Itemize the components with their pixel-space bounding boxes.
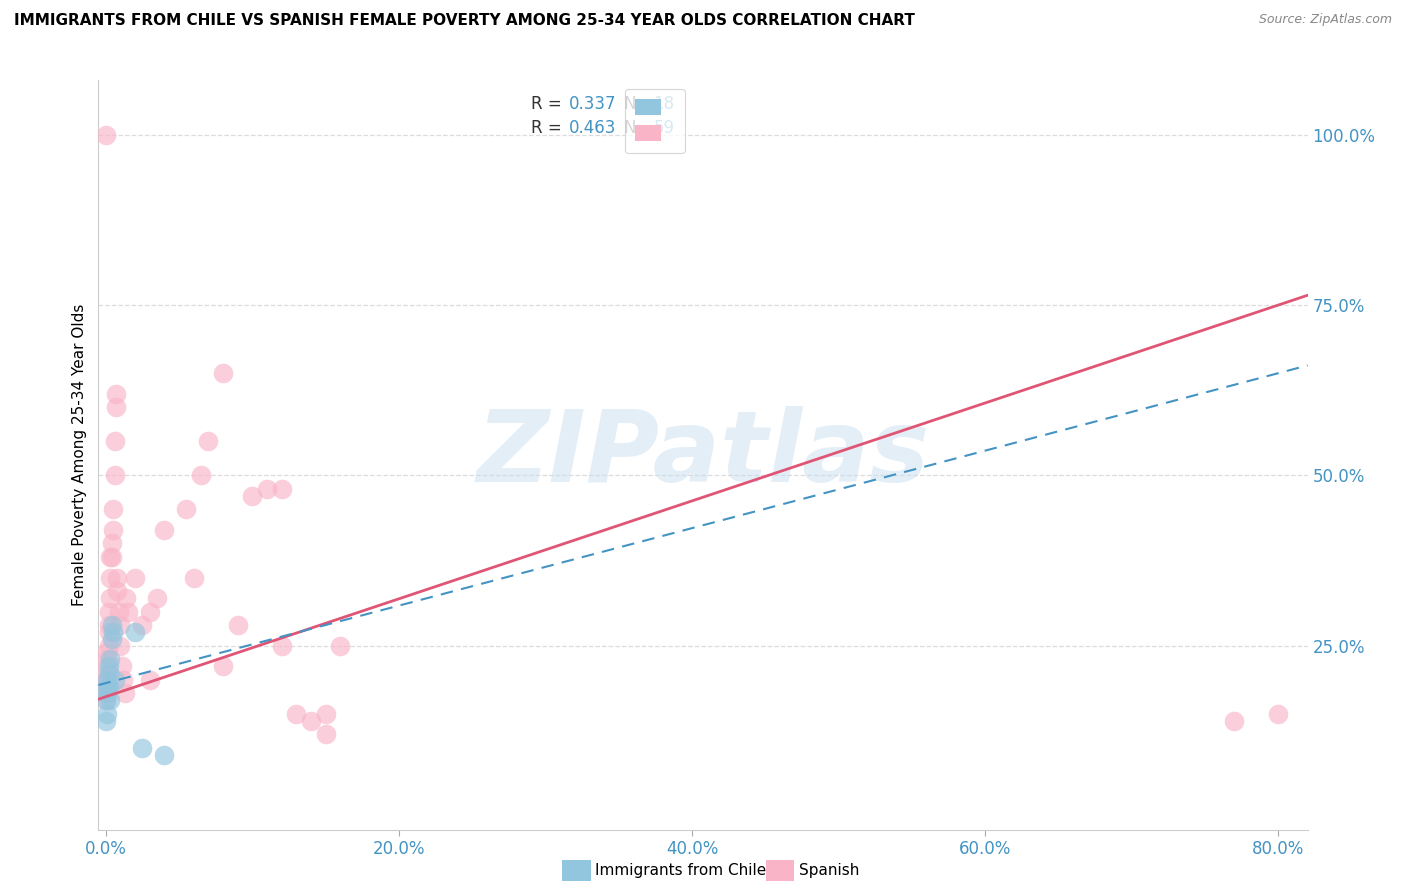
Point <box>240 489 263 503</box>
Text: R =: R = <box>531 119 567 136</box>
Point <box>256 482 278 496</box>
Point <box>107 584 129 599</box>
Text: ZIPatlas: ZIPatlas <box>477 407 929 503</box>
Point <box>131 740 153 755</box>
Point <box>1267 706 1289 721</box>
Point <box>98 652 121 666</box>
Point <box>100 632 122 646</box>
Point <box>115 591 138 605</box>
Point <box>94 693 117 707</box>
Point <box>96 680 118 694</box>
Text: N =: N = <box>624 119 661 136</box>
Point <box>153 747 176 762</box>
Point <box>96 659 118 673</box>
Point <box>329 639 352 653</box>
Point <box>101 502 124 516</box>
Point <box>101 625 124 640</box>
Text: 18: 18 <box>654 95 675 113</box>
Point <box>103 673 125 687</box>
Point <box>138 605 160 619</box>
Point <box>103 468 125 483</box>
Y-axis label: Female Poverty Among 25-34 Year Olds: Female Poverty Among 25-34 Year Olds <box>72 304 87 606</box>
Point <box>315 706 337 721</box>
Point <box>94 673 117 687</box>
Point <box>111 659 134 673</box>
Point <box>112 673 135 687</box>
Text: 0.337: 0.337 <box>569 95 616 113</box>
Point <box>100 618 122 632</box>
Point <box>98 591 121 605</box>
Point <box>96 665 118 680</box>
Point <box>94 686 117 700</box>
Point <box>107 570 129 584</box>
Point <box>101 523 124 537</box>
Point <box>97 639 120 653</box>
Point <box>270 482 292 496</box>
Legend: , : , <box>624 88 685 153</box>
Text: N =: N = <box>624 95 661 113</box>
Point <box>94 693 117 707</box>
Point <box>98 550 121 565</box>
Point <box>124 570 146 584</box>
Point <box>114 686 136 700</box>
Point <box>183 570 205 584</box>
Point <box>108 605 131 619</box>
Point <box>190 468 212 483</box>
Point <box>94 128 117 142</box>
Point <box>103 434 125 449</box>
Point <box>97 618 120 632</box>
Text: R =: R = <box>531 95 567 113</box>
Point <box>315 727 337 741</box>
Text: 0.463: 0.463 <box>569 119 616 136</box>
Point <box>124 625 146 640</box>
Point <box>1223 714 1246 728</box>
Point <box>97 625 120 640</box>
Point <box>105 386 128 401</box>
Text: IMMIGRANTS FROM CHILE VS SPANISH FEMALE POVERTY AMONG 25-34 YEAR OLDS CORRELATIO: IMMIGRANTS FROM CHILE VS SPANISH FEMALE … <box>14 13 915 29</box>
Point <box>105 401 128 415</box>
Point <box>212 366 235 380</box>
Point <box>96 645 118 659</box>
Point <box>146 591 169 605</box>
Point <box>270 639 292 653</box>
Point <box>226 618 249 632</box>
Point <box>176 502 198 516</box>
Point <box>96 706 118 721</box>
Point <box>96 686 118 700</box>
Point <box>98 693 121 707</box>
Point <box>96 652 118 666</box>
Point <box>110 639 132 653</box>
Point <box>97 665 120 680</box>
Text: Spanish: Spanish <box>799 863 859 878</box>
Point <box>117 605 139 619</box>
Point <box>96 673 118 687</box>
Text: Source: ZipAtlas.com: Source: ZipAtlas.com <box>1258 13 1392 27</box>
Point <box>98 570 121 584</box>
Point <box>96 680 118 694</box>
Point <box>100 550 122 565</box>
Text: 59: 59 <box>654 119 675 136</box>
Point <box>94 714 117 728</box>
Point <box>212 659 235 673</box>
Text: Immigrants from Chile: Immigrants from Chile <box>595 863 766 878</box>
Point <box>299 714 322 728</box>
Point <box>131 618 153 632</box>
Point <box>100 536 122 550</box>
Point <box>97 659 120 673</box>
Point <box>138 673 160 687</box>
Point <box>285 706 308 721</box>
Point <box>110 618 132 632</box>
Point <box>197 434 219 449</box>
Point <box>97 680 120 694</box>
Point <box>97 605 120 619</box>
Point <box>153 523 176 537</box>
Point <box>96 673 118 687</box>
